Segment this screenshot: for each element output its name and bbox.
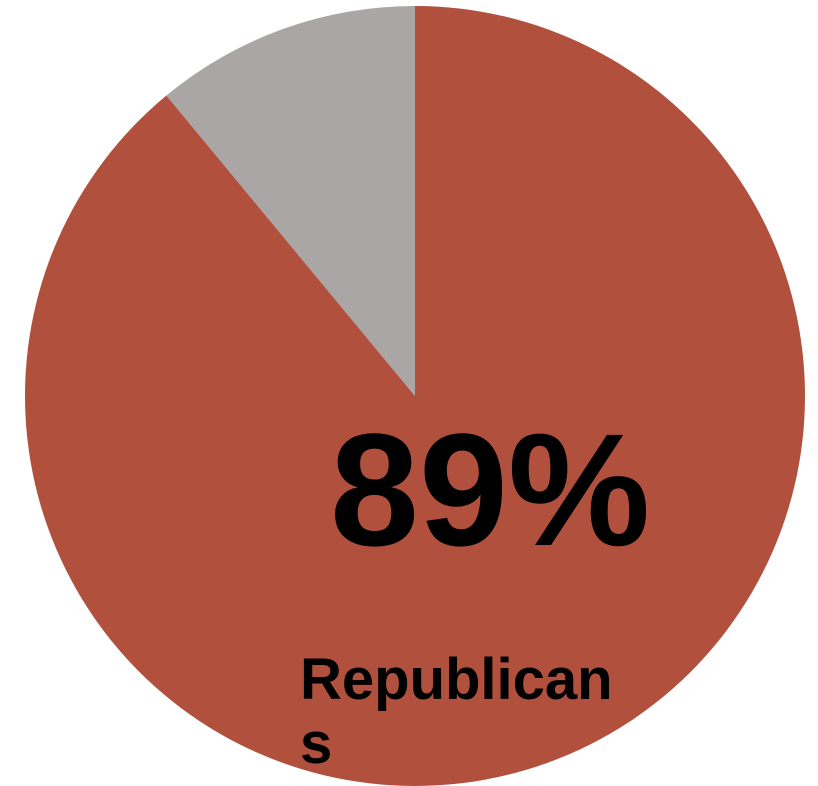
category-label-line-1: Republican [300, 647, 613, 712]
pie-slice-other [166, 5, 415, 396]
data-label-percentage: 89% [330, 400, 651, 579]
category-label-line-2: s [300, 711, 333, 776]
pie-slice-republicans [24, 6, 805, 786]
category-label-republicans: Republican s [300, 648, 650, 776]
